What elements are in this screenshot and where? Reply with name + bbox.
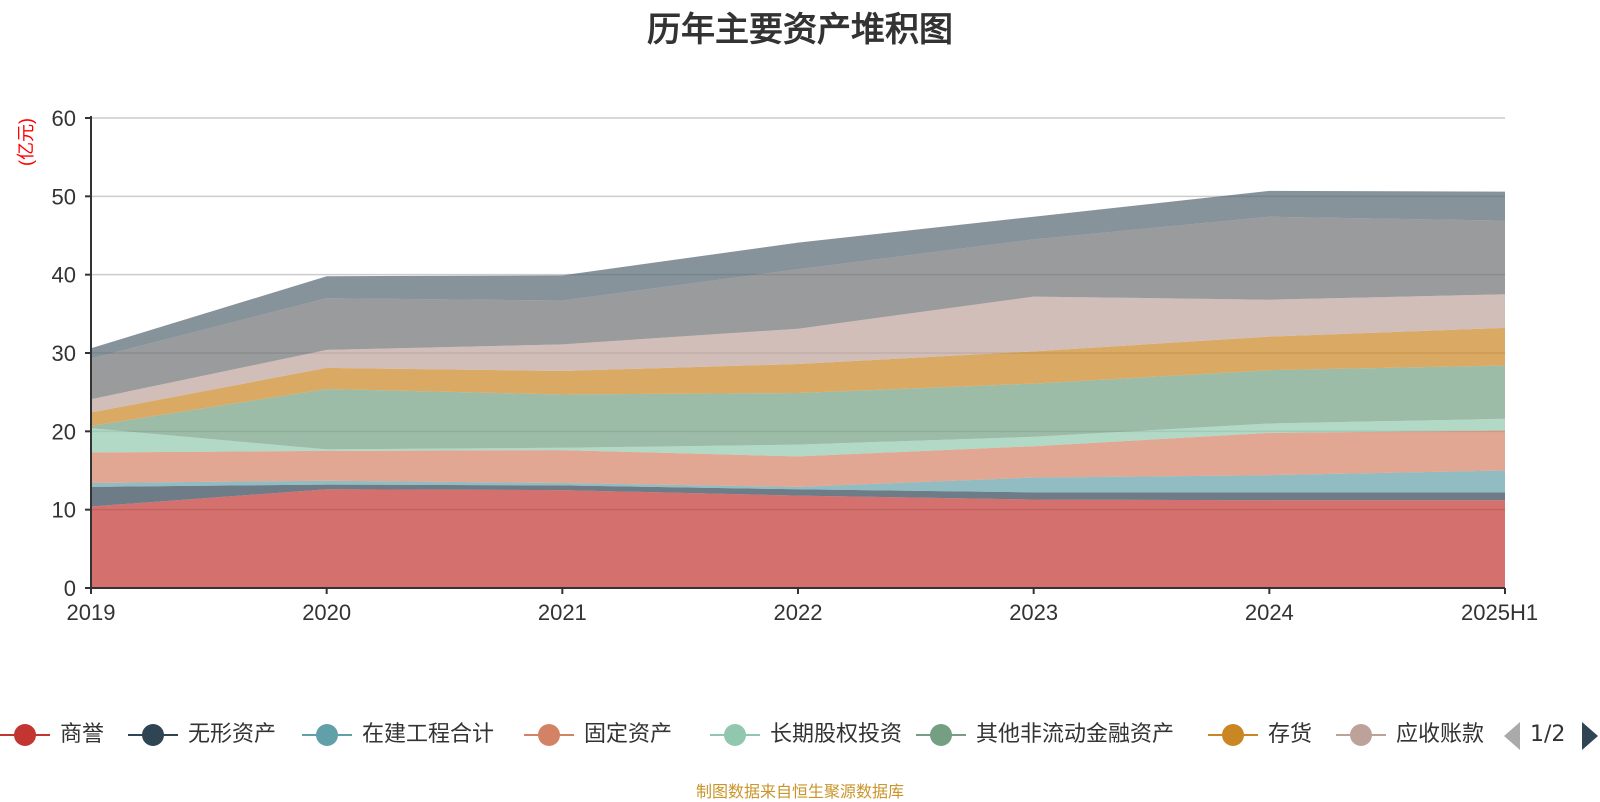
area-series-8[interactable] (91, 216, 1505, 400)
legend-label: 其他非流动金融资产 (976, 722, 1175, 747)
legend-item[interactable]: 应收账款 (1336, 718, 1500, 752)
area-series-6[interactable] (91, 327, 1505, 426)
area-series-2[interactable] (91, 470, 1505, 493)
legend-label: 在建工程合计 (362, 722, 495, 747)
y-tick-label: 10 (52, 498, 76, 523)
area-series-1[interactable] (91, 484, 1505, 507)
legend-dot-marker (14, 724, 36, 746)
legend-item[interactable]: 其他非流动金融资产 (916, 718, 1208, 752)
x-tick-label: 2023 (1009, 600, 1058, 625)
y-tick-label: 30 (52, 341, 76, 366)
legend-item[interactable]: 固定资产 (524, 718, 710, 752)
x-tick-label: 2020 (302, 600, 351, 625)
legend-dot-marker (930, 724, 952, 746)
area-series-3[interactable] (91, 430, 1505, 487)
legend-label: 商誉 (60, 722, 105, 747)
legend-pager: 1/2 (1500, 718, 1600, 752)
legend-dot-marker (1222, 724, 1244, 746)
area-series-group (91, 190, 1505, 588)
axes: 0 10 20 30 40 50 60 2019 2020 2021 2022 2023 2024 202… (52, 106, 1539, 625)
area-series-5[interactable] (91, 365, 1505, 450)
legend-item[interactable]: 长期股权投资 (710, 718, 916, 752)
legend-item[interactable]: 无形资产 (128, 718, 302, 752)
legend: 商誉 无形资产 在建工程合计 固定资产 长期股权投资 其他非流动金融资产 存货 应收账款 (0, 718, 1500, 752)
y-tick-label: 50 (52, 184, 76, 209)
legend-dot-marker (316, 724, 338, 746)
x-tick-label: 2021 (538, 600, 587, 625)
area-series-9[interactable] (91, 190, 1505, 359)
y-tick-label: 40 (52, 263, 76, 288)
legend-label: 应收账款 (1396, 722, 1485, 747)
x-tick-label: 2019 (67, 600, 116, 625)
legend-item[interactable]: 商誉 (0, 718, 128, 752)
legend-label: 存货 (1268, 722, 1313, 747)
legend-page-indicator: 1/2 (1530, 722, 1566, 747)
data-source-note: 制图数据来自恒生聚源数据库 (695, 782, 904, 801)
area-series-7[interactable] (91, 294, 1505, 413)
y-axis-unit-label: (亿元) (16, 118, 36, 166)
y-tick-label: 20 (52, 419, 76, 444)
x-tick-label: 2025H1 (1461, 600, 1538, 625)
legend-label: 无形资产 (188, 722, 277, 747)
legend-label: 固定资产 (584, 722, 673, 747)
x-tick-label: 2022 (774, 600, 823, 625)
legend-next-page-icon[interactable] (1582, 722, 1598, 750)
y-tick-label: 0 (64, 576, 76, 601)
area-series-0[interactable] (91, 489, 1505, 588)
legend-item[interactable]: 存货 (1208, 718, 1336, 752)
legend-item[interactable]: 在建工程合计 (302, 718, 524, 752)
chart-title: 历年主要资产堆积图 (647, 10, 953, 50)
x-tick-label: 2024 (1245, 600, 1294, 625)
legend-dot-marker (142, 724, 164, 746)
legend-dot-marker (724, 724, 746, 746)
legend-label: 长期股权投资 (770, 722, 903, 747)
legend-prev-page-icon[interactable] (1504, 722, 1520, 750)
area-series-4[interactable] (91, 418, 1505, 457)
y-tick-label: 60 (52, 106, 76, 131)
legend-dot-marker (538, 724, 560, 746)
legend-dot-marker (1350, 724, 1372, 746)
